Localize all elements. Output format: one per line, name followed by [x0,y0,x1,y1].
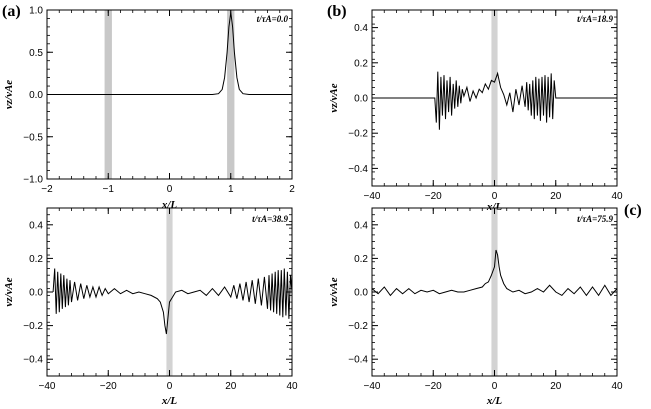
y-axis-label: vz/vAe [3,80,15,109]
x-axis-label: x/L [161,395,178,407]
x-tick-label: 20 [550,381,562,392]
y-tick-label: −0.4 [348,164,368,175]
y-axis-label: vz/vAe [3,277,15,306]
panel-4: −40 −20 0 20 40 −0.4 −0.2 0.0 0.2 0.4 t/τA=75.9 x/L… [328,202,642,407]
y-axis-label: vz/vAe [328,83,340,112]
time-annotation: t/τA=75.9 [577,214,613,224]
y-tick-label: 0.2 [29,254,43,265]
x-tick-label: −40 [364,381,381,392]
y-tick-label: 0.0 [354,94,368,105]
panel-label: (a) [2,3,21,20]
y-tick-label: 0.0 [29,90,43,101]
y-tick-label: 0.2 [354,58,368,69]
x-tick-label: −20 [425,191,442,202]
shaded-band [491,10,498,186]
x-axis-label: x/L [486,201,503,213]
x-tick-label: −2 [41,184,53,195]
panel-label: (c) [624,202,642,219]
y-tick-label: 0.4 [29,220,43,231]
x-axis-label: x/L [486,395,503,407]
series-line [47,12,292,95]
y-tick-label: −0.2 [348,321,368,332]
y-tick-label: −1.0 [23,175,43,186]
x-tick-label: −1 [103,184,115,195]
shaded-band [227,10,235,179]
y-tick-label: 0.4 [354,23,368,34]
panel-3: −40 −20 0 20 40 −0.4 −0.2 0.0 0.2 0.4 t/τA=38.9 x/L… [3,207,298,407]
x-tick-label: 0 [492,191,498,202]
shaded-band [166,208,173,376]
x-tick-label: 40 [611,381,623,392]
x-tick-label: 40 [286,381,298,392]
y-tick-label: −0.5 [23,132,43,143]
series-line [52,268,292,335]
series-line [372,249,617,297]
y-tick-label: 0.0 [354,288,368,299]
x-tick-label: 0 [492,381,498,392]
x-tick-label: 2 [289,184,295,195]
x-tick-label: −40 [39,381,56,392]
x-tick-label: 20 [550,191,562,202]
time-annotation: t/τA=38.9 [252,214,288,224]
y-tick-label: 1.0 [29,6,43,17]
x-tick-label: 20 [225,381,237,392]
x-tick-label: 0 [167,184,173,195]
panel-label: (b) [327,3,347,20]
time-annotation: t/τA=18.9 [577,14,613,24]
series-line [372,71,617,130]
panel-2: −40 −20 0 20 40 −0.4 −0.2 0.0 0.2 0.4 t/τA=18.9 x/L… [327,3,623,213]
y-tick-label: −0.4 [348,355,368,366]
x-tick-label: −20 [425,381,442,392]
x-tick-label: −20 [100,381,117,392]
y-axis-label: vz/vAe [328,277,340,306]
x-tick-label: 0 [167,381,173,392]
y-tick-label: −0.2 [348,129,368,140]
x-tick-label: 1 [228,184,234,195]
y-tick-label: 0.5 [29,48,43,59]
y-tick-label: −0.4 [23,355,43,366]
panel-1: −2 −1 0 1 2−1.0−0.50.00.51.0t/τA=0.0x/Lvz/vA… [2,3,295,211]
shaded-band [491,208,498,376]
y-tick-label: 0.2 [354,254,368,265]
x-tick-label: −40 [364,191,381,202]
x-tick-label: 40 [611,191,623,202]
y-tick-label: 0.0 [29,288,43,299]
y-tick-label: −0.2 [23,321,43,332]
time-annotation: t/τA=0.0 [257,14,289,24]
y-tick-label: 0.4 [354,220,368,231]
